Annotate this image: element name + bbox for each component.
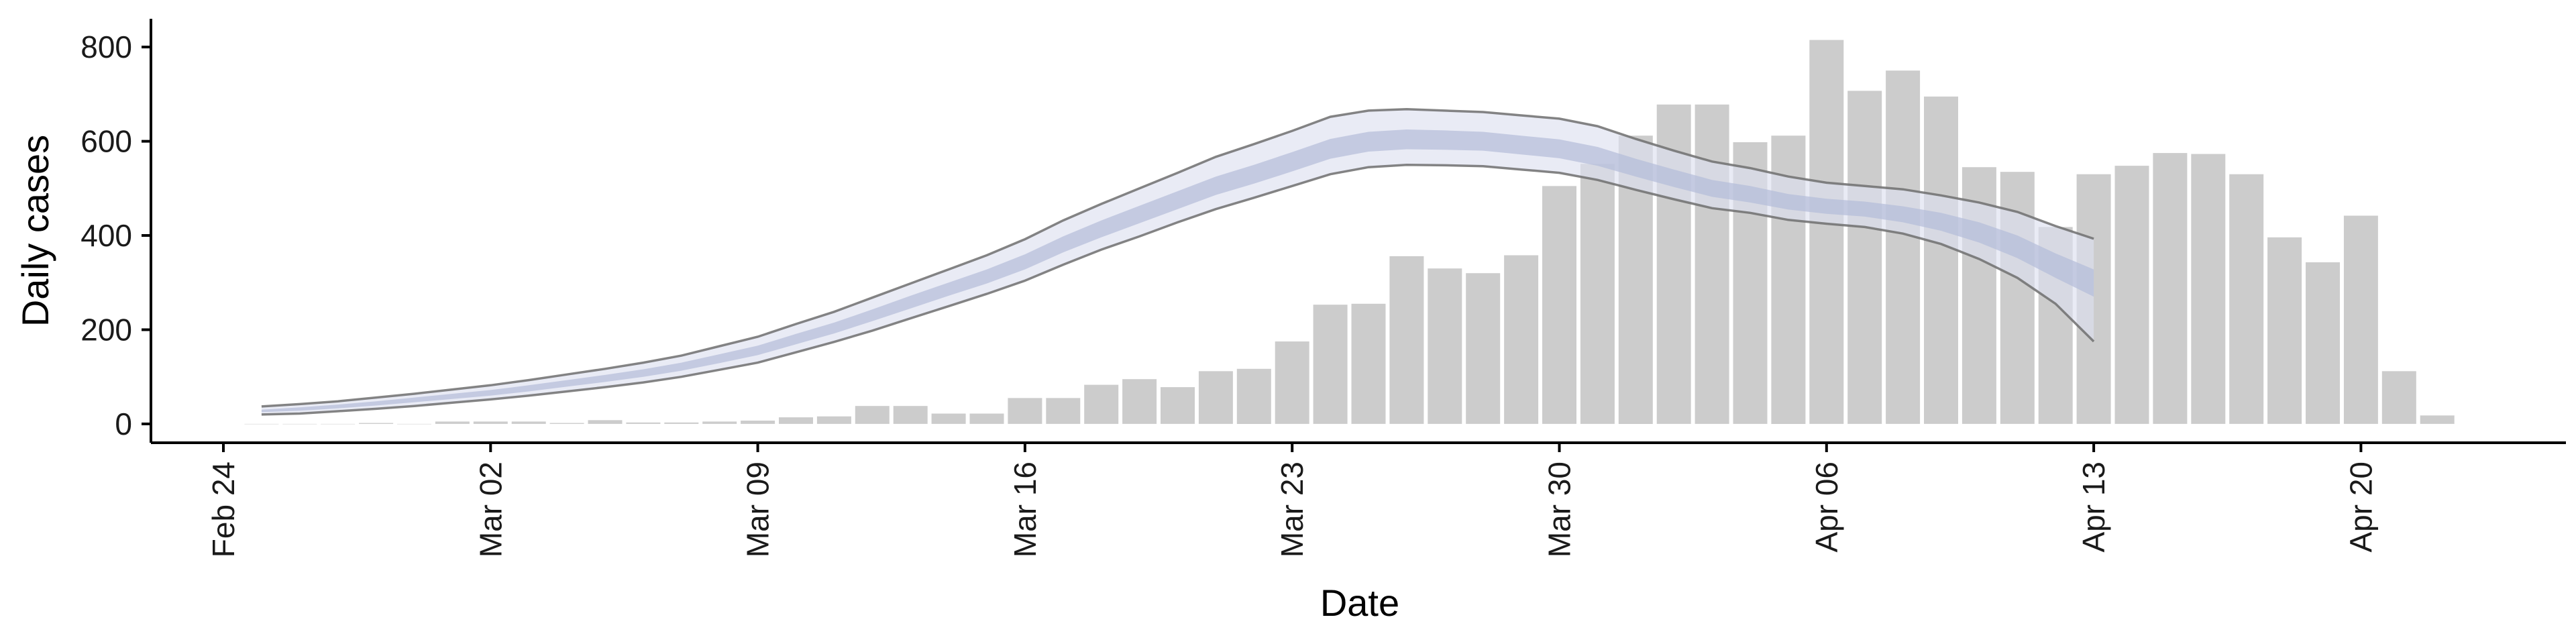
case-bar [816,416,851,424]
case-bar [549,423,584,424]
case-bar [2420,415,2455,424]
case-bar [1466,273,1501,424]
case-bar [1161,387,1195,424]
case-bar [511,421,546,424]
nowcast-band [261,108,2095,416]
case-bar [321,423,356,425]
case-bar [1428,268,1462,424]
case-bar [473,421,508,424]
case-bar [588,420,623,424]
y-tick-label: 0 [115,407,132,441]
case-bar [1504,255,1539,424]
nowcast-lower-line [261,163,2095,416]
axes [150,19,2566,444]
case-bar [1198,371,1233,424]
case-bar [1236,368,1271,424]
y-axis-title: Daily cases [14,135,56,327]
x-tick-label: Mar 16 [1008,462,1042,557]
case-bar [855,406,890,424]
case-bar [1275,341,1309,424]
case-bar [664,422,699,424]
case-bar [626,422,661,424]
case-bar [1542,186,1576,424]
case-bar [1351,303,1386,424]
case-bar [1313,305,1348,424]
y-tick-label: 400 [80,218,132,253]
case-bar [969,413,1004,424]
case-bar [2343,215,2378,424]
x-tick-label: Feb 24 [206,462,241,557]
case-bar [2306,262,2340,424]
x-tick-label: Mar 09 [741,462,775,557]
case-bar [779,417,813,424]
case-bar [2191,154,2226,424]
x-tick-label: Mar 02 [473,462,508,557]
case-bar [702,421,737,424]
x-tick-label: Apr 13 [2076,462,2111,553]
case-bar [1122,379,1157,424]
case-bar [1084,384,1119,424]
y-tick-label: 200 [80,313,132,347]
case-bar [893,406,928,424]
nowcast-upper-line [261,108,2094,408]
case-bar [1008,398,1042,424]
case-bar [2114,166,2149,424]
case-bar [1847,91,1882,424]
x-axis-title: Date [1320,582,1399,624]
case-bar [2153,153,2188,424]
case-bar [1389,256,1424,424]
case-bar [397,423,431,425]
case-bar [1046,398,1081,424]
case-bar [1924,96,1958,424]
y-ticks: 0 200 400 600 800 [80,30,151,441]
x-tick-label: Apr 06 [1809,462,1844,553]
x-tick-label: Mar 23 [1275,462,1309,557]
case-bar [2229,174,2264,424]
y-tick-label: 600 [80,124,132,159]
case-bar [931,413,966,424]
case-bar [244,423,279,425]
case-bar [359,423,394,424]
case-bar [1695,104,1729,424]
x-tick-label: Mar 30 [1542,462,1577,557]
case-bar [2267,237,2302,424]
case-bar [1580,164,1615,424]
case-bar [2381,371,2416,424]
case-bar [282,423,317,425]
x-tick-label: Apr 20 [2343,462,2378,553]
case-bars [244,40,2455,425]
y-tick-label: 800 [80,30,132,64]
x-ticks: Feb 24 Mar 02 Mar 09 Mar 16 Mar 23 Mar 30 Apr … [206,443,2378,557]
case-bar [1809,40,1844,424]
case-bar [1886,70,1921,424]
case-bar [741,421,775,424]
case-bar [435,421,470,424]
nowcast-outer-band [261,109,2094,415]
